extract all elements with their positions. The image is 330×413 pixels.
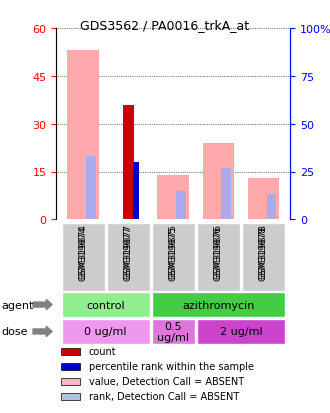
FancyBboxPatch shape — [61, 320, 150, 344]
Text: GSM319876: GSM319876 — [214, 223, 223, 278]
Bar — [157, 175, 189, 220]
Bar — [86, 157, 96, 220]
Text: control: control — [86, 300, 125, 310]
FancyBboxPatch shape — [107, 223, 150, 292]
Text: GDS3562 / PA0016_trkA_at: GDS3562 / PA0016_trkA_at — [81, 19, 249, 31]
Bar — [123, 105, 134, 220]
FancyBboxPatch shape — [242, 223, 285, 292]
Text: GSM319875: GSM319875 — [169, 225, 178, 280]
Bar — [67, 51, 99, 220]
Bar — [177, 191, 186, 220]
Text: GSM319875: GSM319875 — [169, 223, 178, 278]
Text: 0 ug/ml: 0 ug/ml — [84, 327, 127, 337]
Text: GSM319878: GSM319878 — [259, 223, 268, 278]
FancyBboxPatch shape — [197, 320, 285, 344]
Text: agent: agent — [2, 300, 34, 310]
FancyBboxPatch shape — [197, 223, 240, 292]
FancyBboxPatch shape — [151, 223, 195, 292]
Text: value, Detection Call = ABSENT: value, Detection Call = ABSENT — [89, 377, 244, 387]
FancyBboxPatch shape — [151, 320, 195, 344]
Text: GSM319874: GSM319874 — [79, 225, 88, 280]
Bar — [61, 348, 80, 355]
FancyBboxPatch shape — [61, 223, 105, 292]
Text: percentile rank within the sample: percentile rank within the sample — [89, 361, 254, 372]
Text: GSM319877: GSM319877 — [124, 225, 133, 280]
Bar — [267, 195, 276, 220]
Bar — [61, 378, 80, 385]
Bar — [248, 178, 279, 220]
Text: count: count — [89, 347, 116, 357]
Text: azithromycin: azithromycin — [182, 300, 254, 310]
FancyBboxPatch shape — [61, 293, 150, 317]
Bar — [61, 393, 80, 400]
Bar — [221, 168, 231, 220]
Bar — [203, 143, 234, 220]
Text: GSM319877: GSM319877 — [124, 223, 133, 278]
Text: rank, Detection Call = ABSENT: rank, Detection Call = ABSENT — [89, 392, 239, 401]
Text: GSM319874: GSM319874 — [79, 223, 88, 278]
Bar — [133, 163, 139, 220]
Text: 2 ug/ml: 2 ug/ml — [219, 327, 262, 337]
Text: dose: dose — [2, 327, 28, 337]
Text: GSM319878: GSM319878 — [259, 225, 268, 280]
Text: 0.5
ug/ml: 0.5 ug/ml — [157, 321, 189, 342]
FancyBboxPatch shape — [151, 293, 285, 317]
Bar — [61, 363, 80, 370]
Text: GSM319876: GSM319876 — [214, 225, 223, 280]
